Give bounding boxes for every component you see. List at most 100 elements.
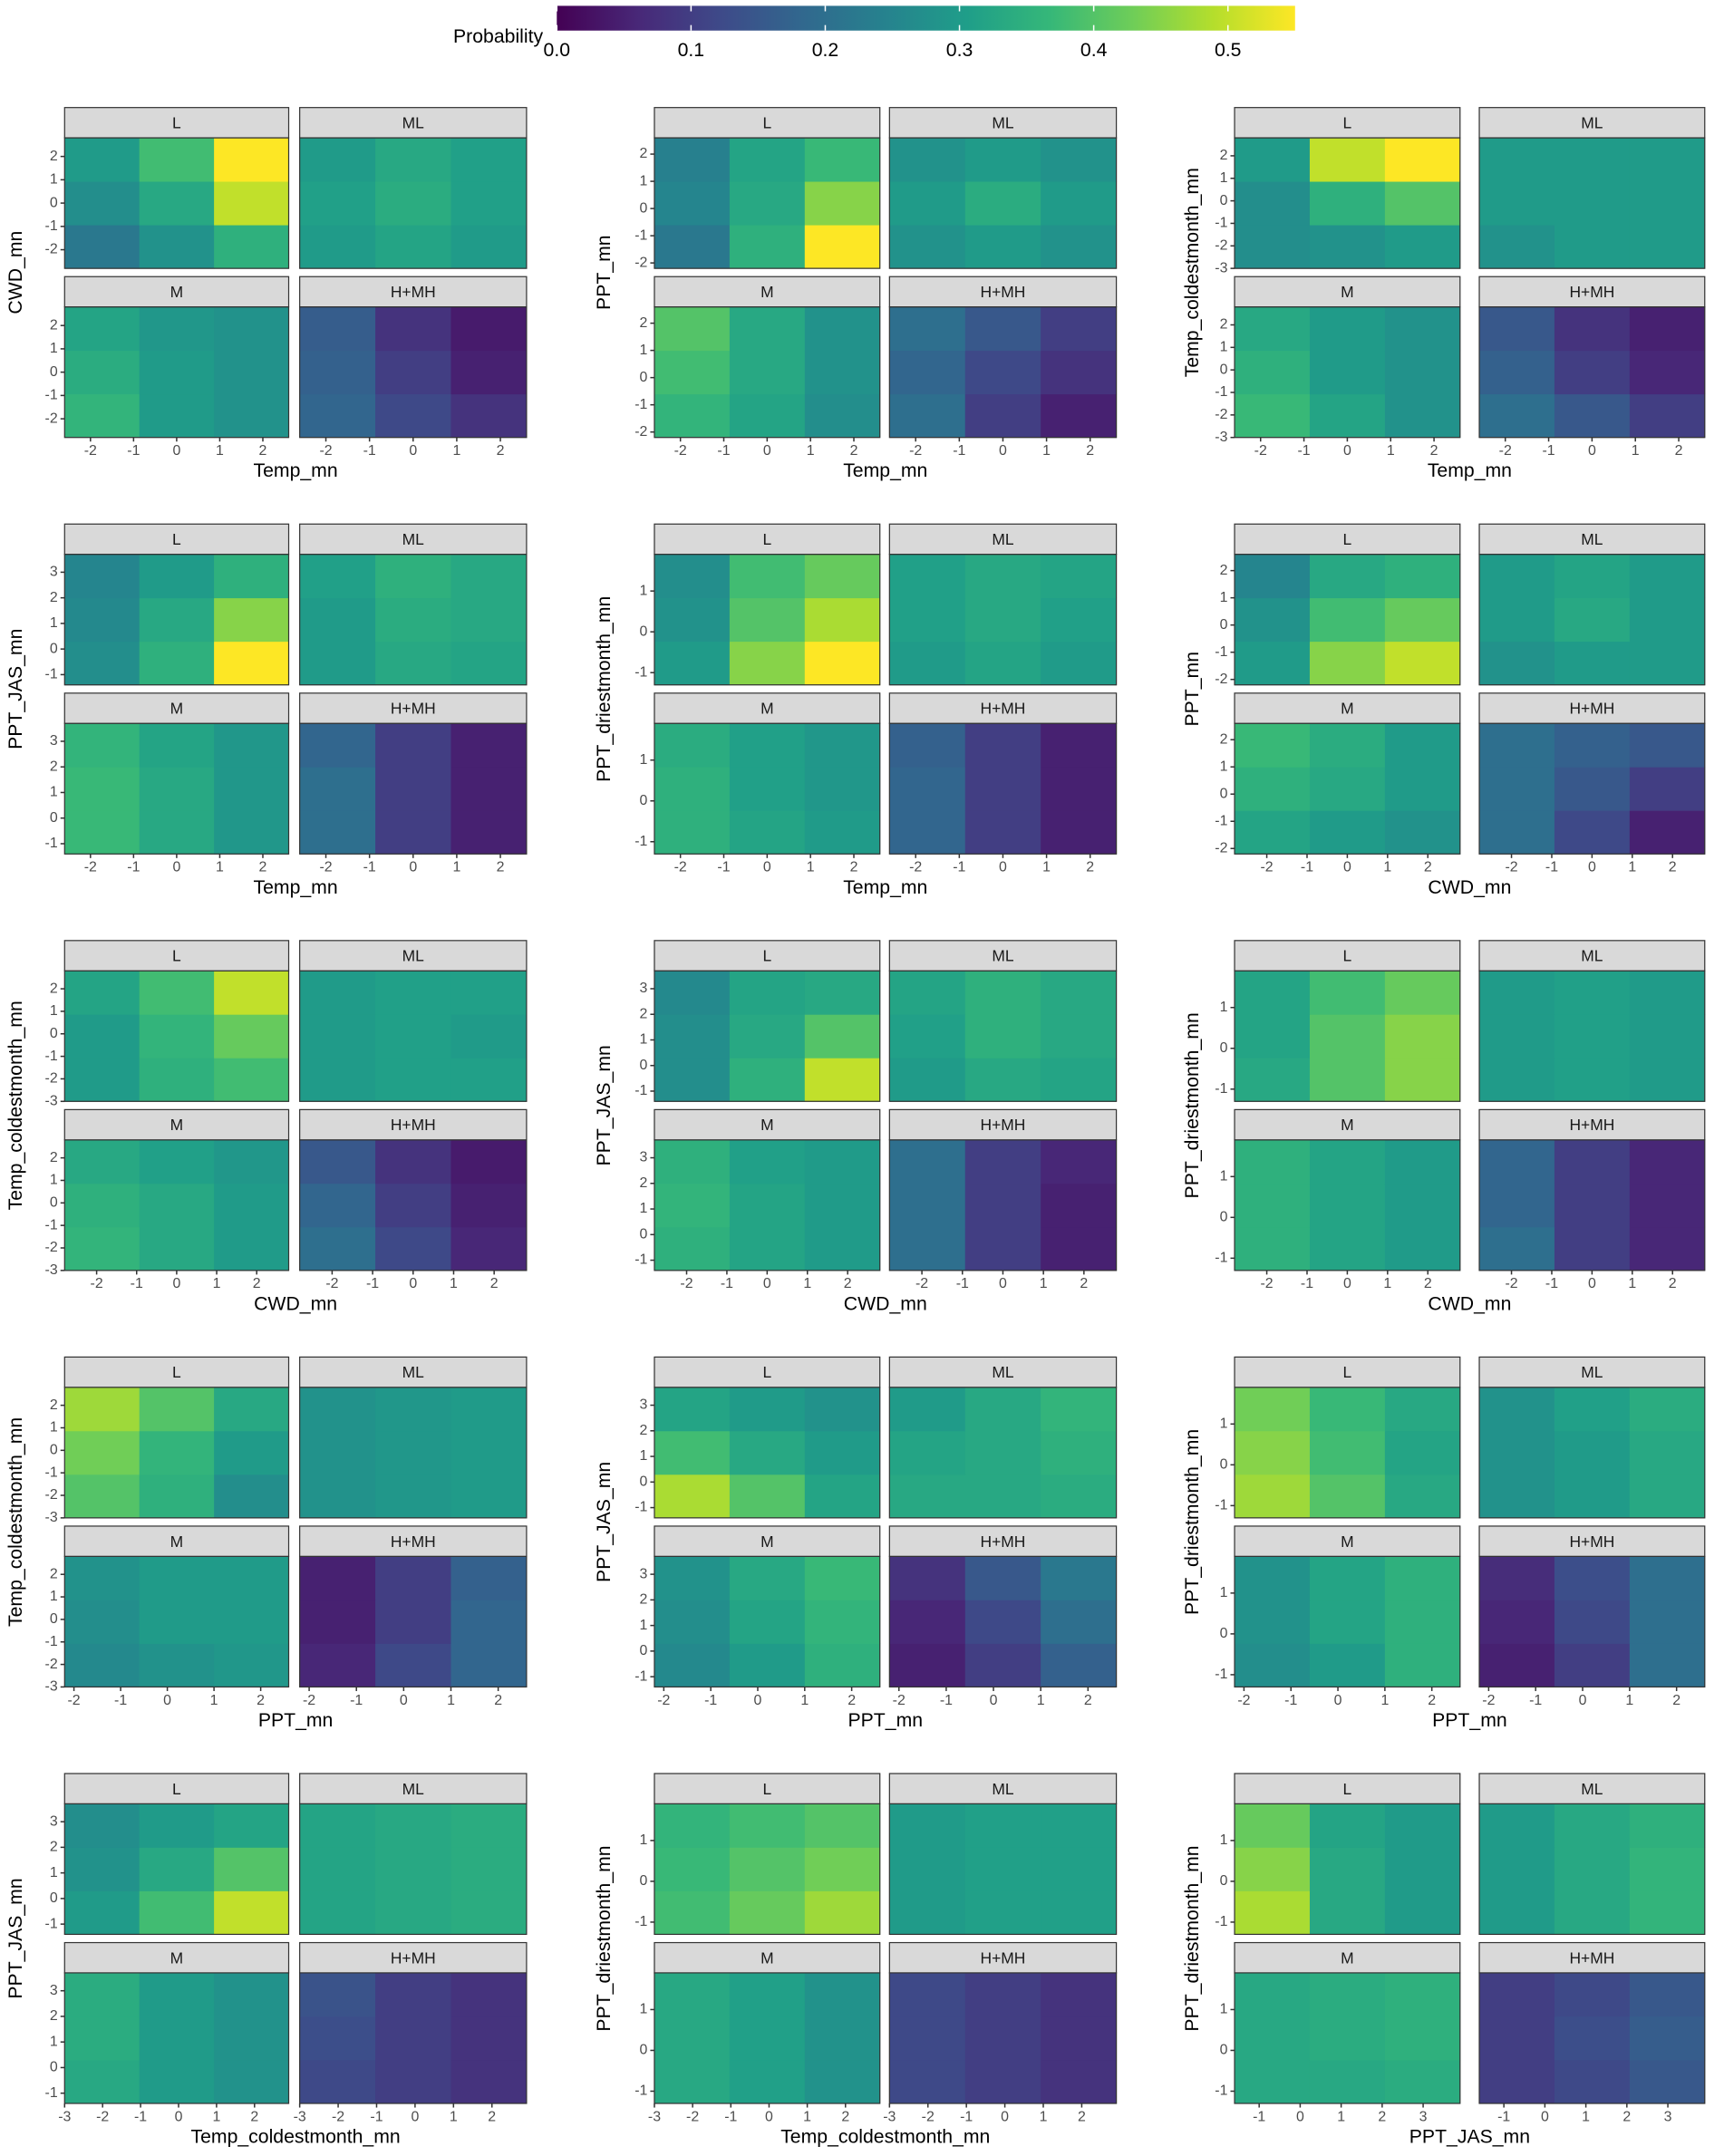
heat-cell	[654, 1600, 731, 1644]
strip	[888, 1525, 1118, 1557]
strip	[1478, 1941, 1706, 1974]
x-tick-label: -1	[1253, 2109, 1265, 2124]
heat-cell	[1384, 2059, 1461, 2104]
heat-cell	[889, 350, 966, 395]
heat-cell	[375, 1803, 451, 1848]
x-tick-label: -1	[134, 2109, 147, 2124]
y-axis-title: PPT_driestmonth_mn	[1182, 1012, 1203, 1198]
strip	[888, 1108, 1118, 1141]
heat-cell	[214, 1972, 289, 2017]
heat-cell	[1479, 138, 1555, 182]
heat-cell	[729, 723, 806, 768]
y-tick-label: 3	[50, 565, 58, 580]
x-tick-label: -1	[953, 860, 965, 875]
heat-cell	[214, 2059, 289, 2104]
x-tick-label: -1	[363, 860, 376, 875]
x-axis-title: CWD_mn	[844, 1293, 927, 1314]
heat-cell	[654, 2016, 731, 2061]
y-tick-label: 1	[50, 341, 58, 356]
heat-cell	[889, 138, 966, 182]
strip-label: L	[762, 1780, 771, 1798]
heat-cell	[450, 1890, 528, 1935]
y-tick-label: 0	[640, 370, 648, 385]
heat-cell	[64, 1183, 140, 1228]
heat-cell	[1235, 138, 1311, 182]
heat-cell	[1041, 1014, 1118, 1059]
heat-cell	[1629, 306, 1706, 352]
strip	[888, 523, 1118, 556]
heat-cell	[139, 1643, 215, 1687]
heat-cell	[214, 810, 289, 855]
heat-cell	[1629, 2016, 1706, 2061]
heat-cell	[889, 225, 966, 269]
heat-cell	[1384, 306, 1461, 352]
heat-cell	[139, 1803, 215, 1848]
heat-cell	[729, 1226, 806, 1271]
heat-cell	[299, 1556, 376, 1600]
heat-cell	[1041, 1803, 1118, 1848]
x-tick-label: 1	[452, 860, 460, 875]
y-tick-label: -2	[1215, 840, 1227, 856]
heat-cell	[139, 306, 215, 352]
heat-cell	[1309, 393, 1386, 439]
colorbar-tick-label: 0.5	[1215, 40, 1242, 61]
heat-cell	[804, 767, 881, 811]
heat-cell	[1629, 181, 1706, 226]
x-tick-label: -1	[1545, 1276, 1558, 1291]
heat-cell	[1554, 1387, 1631, 1432]
y-axis-title: PPT_JAS_mn	[594, 1462, 615, 1582]
heat-cell	[375, 1014, 451, 1059]
x-tick-label: 2	[1428, 1693, 1436, 1708]
heat-cell	[299, 723, 376, 768]
y-tick-label: 2	[640, 1175, 648, 1191]
x-axis-title: Temp_mn	[843, 460, 927, 481]
heat-cell	[299, 181, 376, 226]
strip-label: M	[760, 283, 774, 301]
heat-cell	[450, 350, 528, 395]
heat-cell	[729, 767, 806, 811]
y-tick-label: 0	[640, 1873, 648, 1889]
heat-cell	[729, 225, 806, 269]
strip	[299, 1108, 528, 1141]
x-tick-label: -2	[91, 1276, 103, 1291]
strip-label: H+MH	[1569, 1948, 1614, 1967]
heat-cell	[139, 1430, 215, 1475]
x-tick-label: -2	[319, 443, 332, 459]
strip	[1234, 1356, 1461, 1388]
x-tick-label: 0	[999, 1276, 1007, 1291]
y-tick-label: -2	[45, 1240, 58, 1255]
y-tick-label: 0	[640, 1058, 648, 1073]
x-tick-label: 1	[1042, 443, 1051, 459]
heat-cell	[1041, 971, 1118, 1015]
strip-label: H+MH	[391, 1948, 436, 1967]
x-tick-label: 2	[257, 1693, 265, 1708]
x-tick-label: 2	[841, 2109, 849, 2124]
x-tick-label: 1	[1625, 1693, 1633, 1708]
y-tick-label: 2	[1220, 148, 1228, 163]
heat-cell	[214, 1600, 289, 1644]
heat-cell	[299, 1474, 376, 1519]
x-tick-label: 0	[990, 1693, 998, 1708]
heat-cell	[964, 2059, 1041, 2104]
strip	[654, 692, 881, 724]
heat-cell	[1041, 181, 1118, 226]
heat-cell	[139, 723, 215, 768]
heat-cell	[1629, 350, 1706, 395]
strip	[299, 276, 528, 308]
colorbar-title: Probability	[453, 26, 543, 47]
x-tick-label: 0	[1588, 443, 1596, 459]
x-tick-label: -2	[674, 860, 687, 875]
x-tick-label: -2	[909, 860, 922, 875]
heat-cell	[729, 597, 806, 643]
heat-cell	[1235, 181, 1311, 226]
heat-cell	[889, 554, 966, 599]
y-axis-title: PPT_mn	[1182, 652, 1203, 727]
heat-cell	[139, 2016, 215, 2061]
x-axis-title: Temp_mn	[1428, 460, 1512, 481]
heat-cell	[729, 306, 806, 352]
heat-cell	[889, 597, 966, 643]
y-tick-label: 1	[1220, 1832, 1228, 1848]
heat-cell	[214, 1474, 289, 1519]
x-tick-label: 0	[175, 2109, 183, 2124]
